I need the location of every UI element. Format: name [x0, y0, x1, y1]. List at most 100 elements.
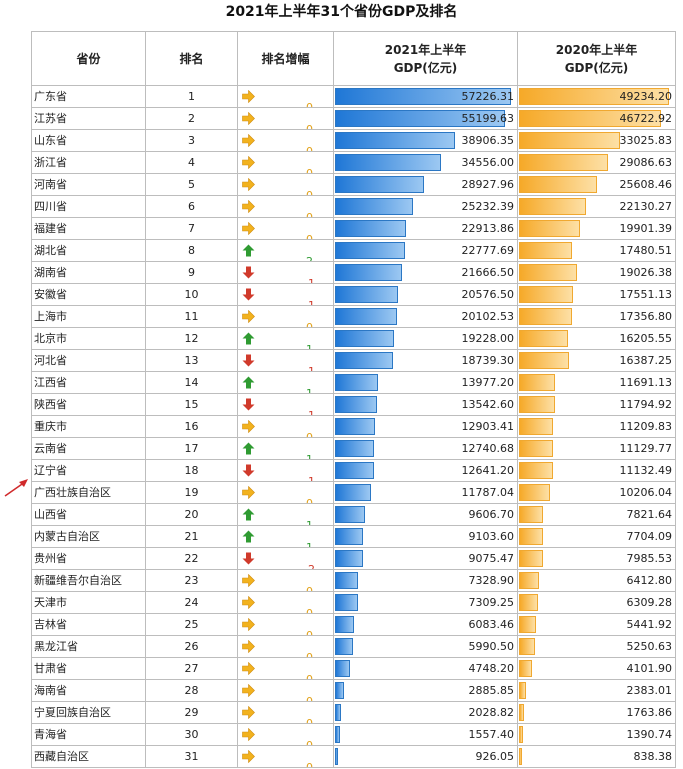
cell-gdp-2020: 22130.27: [517, 195, 676, 218]
gdp-2021-value: 28927.96: [461, 178, 515, 191]
cell-province: 内蒙古自治区: [31, 525, 146, 548]
gdp-2020-value: 10206.04: [619, 486, 673, 499]
gdp-2020-value: 6412.80: [626, 574, 673, 587]
gdp-2020-value: 17551.13: [619, 288, 673, 301]
cell-gdp-2021: 926.05: [333, 745, 518, 768]
cell-gdp-2021: 9103.60: [333, 525, 518, 548]
cell-rank-change: 1: [237, 525, 334, 548]
cell-rank-change: -1: [237, 459, 334, 482]
cell-rank: 3: [145, 129, 238, 152]
gdp-2021-bar: [335, 88, 511, 105]
rank-change-value: 0: [306, 694, 313, 702]
cell-rank-change: -2: [237, 547, 334, 570]
gdp-2020-bar: [519, 682, 527, 699]
cell-province: 云南省: [31, 437, 146, 460]
gdp-2021-bar: [335, 132, 455, 149]
table-row: 北京市 12 1 19228.00 16205.55: [31, 327, 676, 350]
gdp-2021-bar: [335, 462, 374, 479]
cell-gdp-2020: 4101.90: [517, 657, 676, 680]
gdp-2021-value: 21666.50: [461, 266, 515, 279]
cell-rank-change: 0: [237, 613, 334, 636]
cell-rank: 9: [145, 261, 238, 284]
cell-gdp-2021: 28927.96: [333, 173, 518, 196]
cell-rank: 24: [145, 591, 238, 614]
gdp-2021-bar: [335, 638, 354, 655]
gdp-2020-bar: [519, 660, 532, 677]
table-row: 福建省 7 0 22913.86 19901.39: [31, 217, 676, 240]
cell-province: 江苏省: [31, 107, 146, 130]
cell-gdp-2021: 2885.85: [333, 679, 518, 702]
rank-change-value: 0: [306, 606, 313, 614]
cell-gdp-2020: 17356.80: [517, 305, 676, 328]
gdp-2020-value: 11691.13: [619, 376, 673, 389]
cell-gdp-2020: 11132.49: [517, 459, 676, 482]
gdp-2021-value: 11787.04: [461, 486, 515, 499]
cell-gdp-2021: 9075.47: [333, 547, 518, 570]
gdp-2021-bar: [335, 660, 350, 677]
gdp-2021-value: 18739.30: [461, 354, 515, 367]
gdp-2021-bar: [335, 440, 375, 457]
table-row: 辽宁省 18 -1 12641.20 11132.49: [31, 459, 676, 482]
gdp-2021-bar: [335, 506, 365, 523]
cell-gdp-2020: 6309.28: [517, 591, 676, 614]
gdp-table: 省份 排名 排名增幅 2021年上半年 GDP(亿元) 2020年上半年 GDP…: [31, 31, 676, 768]
gdp-2021-bar: [335, 308, 397, 325]
gdp-2020-value: 1763.86: [626, 706, 673, 719]
gdp-2021-value: 13542.60: [461, 398, 515, 411]
rank-change-value: 2: [306, 254, 313, 262]
table-row: 海南省 28 0 2885.85 2383.01: [31, 679, 676, 702]
rank-change-value: 0: [306, 760, 313, 768]
cell-rank-change: 0: [237, 173, 334, 196]
cell-gdp-2020: 19901.39: [517, 217, 676, 240]
gdp-2020-bar: [519, 748, 522, 765]
cell-gdp-2020: 46722.92: [517, 107, 676, 130]
cell-province: 湖北省: [31, 239, 146, 262]
cell-gdp-2020: 16387.25: [517, 349, 676, 372]
gdp-2021-bar: [335, 528, 363, 545]
cell-gdp-2020: 17551.13: [517, 283, 676, 306]
cell-province: 北京市: [31, 327, 146, 350]
gdp-2020-value: 838.38: [633, 750, 673, 763]
gdp-2020-value: 19901.39: [619, 222, 673, 235]
cell-rank: 13: [145, 349, 238, 372]
gdp-2020-bar: [519, 462, 553, 479]
cell-rank-change: 0: [237, 635, 334, 658]
cell-rank-change: 0: [237, 151, 334, 174]
cell-rank-change: -1: [237, 261, 334, 284]
cell-gdp-2021: 11787.04: [333, 481, 518, 504]
header-rank: 排名: [145, 31, 238, 86]
gdp-2021-bar: [335, 682, 344, 699]
gdp-2020-bar: [519, 704, 525, 721]
gdp-2020-value: 29086.63: [619, 156, 673, 169]
cell-gdp-2021: 1557.40: [333, 723, 518, 746]
cell-province: 天津市: [31, 591, 146, 614]
rank-change-value: 0: [306, 210, 313, 218]
cell-gdp-2021: 6083.46: [333, 613, 518, 636]
gdp-2020-bar: [519, 88, 669, 105]
rank-change-value: 0: [306, 716, 313, 724]
table-row: 西藏自治区 31 0 926.05 838.38: [31, 745, 676, 768]
cell-gdp-2020: 17480.51: [517, 239, 676, 262]
table-row: 山东省 3 0 38906.35 33025.83: [31, 129, 676, 152]
table-row: 上海市 11 0 20102.53 17356.80: [31, 305, 676, 328]
cell-rank: 12: [145, 327, 238, 350]
cell-province: 吉林省: [31, 613, 146, 636]
cell-gdp-2020: 2383.01: [517, 679, 676, 702]
gdp-2020-value: 49234.20: [619, 90, 673, 103]
header-rank-change: 排名增幅: [237, 31, 334, 86]
gdp-2021-value: 12740.68: [461, 442, 515, 455]
table-row: 新疆维吾尔自治区 23 0 7328.90 6412.80: [31, 569, 676, 592]
cell-rank-change: 0: [237, 723, 334, 746]
cell-gdp-2020: 11794.92: [517, 393, 676, 416]
cell-gdp-2021: 55199.63: [333, 107, 518, 130]
gdp-2021-value: 6083.46: [468, 618, 515, 631]
table-row: 安徽省 10 -1 20576.50 17551.13: [31, 283, 676, 306]
cell-gdp-2020: 6412.80: [517, 569, 676, 592]
table-row: 吉林省 25 0 6083.46 5441.92: [31, 613, 676, 636]
rank-change-value: -1: [304, 364, 315, 372]
cell-rank-change: 0: [237, 195, 334, 218]
gdp-2020-value: 11129.77: [619, 442, 673, 455]
cell-gdp-2020: 838.38: [517, 745, 676, 768]
rank-change-value: -1: [304, 298, 315, 306]
gdp-2020-bar: [519, 220, 580, 237]
